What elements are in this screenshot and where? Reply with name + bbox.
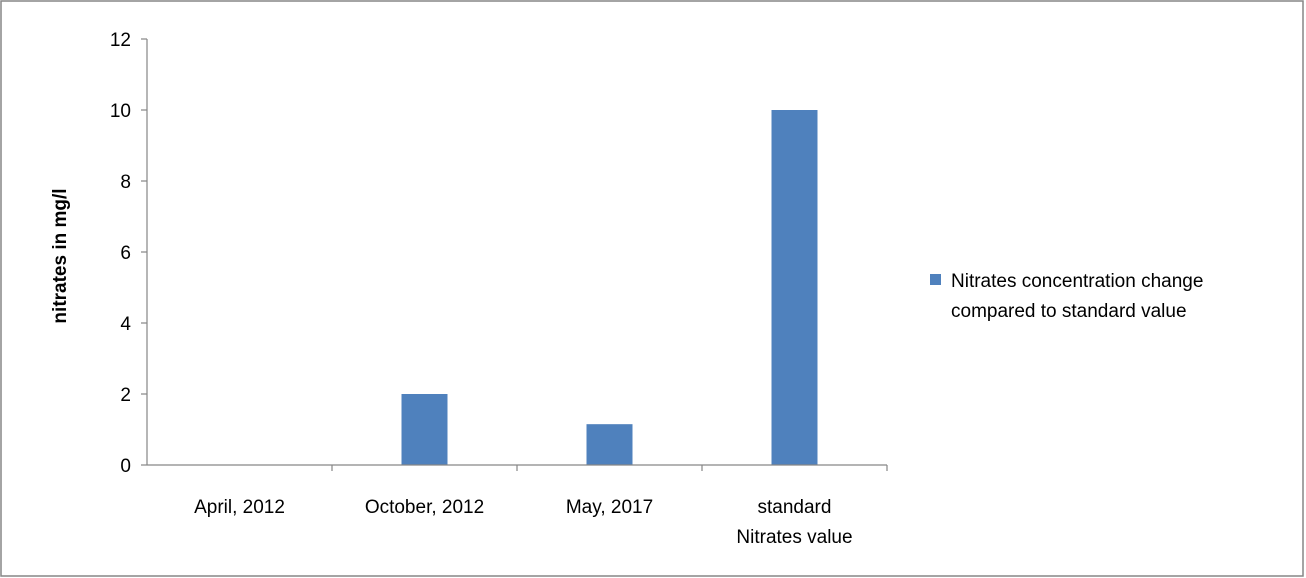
x-tick-label: October, 2012 — [365, 497, 484, 518]
y-tick-label: 4 — [120, 314, 131, 335]
x-tick-label: April, 2012 — [194, 497, 285, 518]
bar — [771, 110, 818, 465]
x-axis: April, 2012 October, 2012 May, 2017 standar… — [147, 464, 888, 548]
y-tick-label: 12 — [110, 30, 131, 51]
legend-label-line: compared to standard value — [951, 301, 1187, 322]
x-tick-label-line: Nitrates value — [736, 527, 852, 548]
x-tick-label-line: April, 2012 — [194, 497, 285, 518]
legend: Nitrates concentration change compared to… — [930, 271, 1203, 322]
x-tick-label: standard Nitrates value — [736, 497, 852, 548]
x-tick-label-line: October, 2012 — [365, 497, 484, 518]
x-tick-label: May, 2017 — [566, 497, 653, 518]
bar — [401, 394, 448, 465]
y-tick-label: 2 — [120, 385, 131, 406]
legend-swatch — [930, 274, 941, 285]
y-axis: 0 2 4 6 8 10 12 — [110, 30, 148, 477]
y-tick-label: 10 — [110, 101, 131, 122]
y-tick-label: 0 — [120, 456, 131, 477]
y-axis-title: nitrates in mg/l — [50, 188, 71, 323]
x-tick-label-line: May, 2017 — [566, 497, 653, 518]
bar — [586, 424, 633, 465]
legend-label: Nitrates concentration change compared to… — [951, 271, 1203, 322]
y-tick-label: 8 — [120, 172, 131, 193]
bars-group — [401, 110, 818, 465]
x-tick-label-line: standard — [758, 497, 832, 518]
y-tick-label: 6 — [120, 243, 131, 264]
legend-label-line: Nitrates concentration change — [951, 271, 1203, 292]
